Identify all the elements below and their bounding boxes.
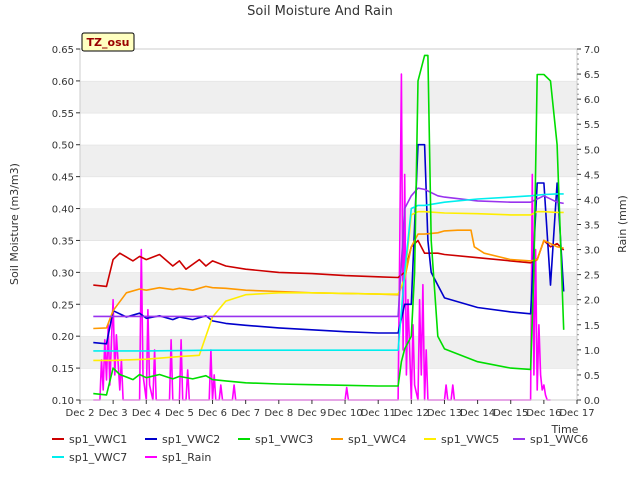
y-right-tick-label: 1.0 [584, 346, 600, 357]
grid-band [80, 368, 577, 400]
legend-label: sp1_VWC5 [441, 433, 499, 446]
legend-item: sp1_Rain [145, 451, 211, 464]
grid-band [80, 336, 577, 369]
y-left-tick-label: 0.15 [52, 364, 74, 375]
x-tick-label: Dec 7 [231, 408, 260, 419]
grid-band [80, 80, 577, 113]
y-right-tick-label: 1.5 [584, 321, 600, 332]
legend-label: sp1_VWC2 [162, 433, 220, 446]
x-tick-label: Dec 16 [526, 408, 561, 419]
x-tick-label: Dec 13 [427, 408, 462, 419]
right-axis: 0.0 0.5 1.0 1.5 2.0 2.5 3.0 3.5 4.0 4.5 5.0 5.5 6.0 6… [577, 45, 600, 407]
x-tick-label: Dec 2 [66, 408, 95, 419]
legend-label: sp1_Rain [162, 451, 211, 464]
grid-band [80, 176, 577, 209]
y-right-tick-label: 2.5 [584, 271, 600, 282]
legend: sp1_VWC1 sp1_VWC2 sp1_VWC3 sp1_VWC4 sp1_VWC5… [52, 433, 588, 464]
y-axis-right-label: Rain (mm) [616, 195, 629, 253]
left-axis: 0.10 0.15 0.20 0.25 0.30 0.35 0.40 0.45 0.50 0.55… [52, 45, 80, 407]
x-tick-label: Dec 14 [460, 408, 495, 419]
series-line-sp1-vwc5 [93, 210, 564, 362]
grid-band [80, 208, 577, 241]
y-right-tick-label: 2.0 [584, 296, 600, 307]
series-line-sp1-vwc3 [93, 54, 565, 396]
x-tick-label: Dec 6 [198, 408, 227, 419]
x-axis-label: Time [551, 423, 579, 436]
series-line-sp1-vwc1 [93, 239, 565, 288]
y-left-tick-label: 0.25 [52, 300, 74, 311]
y-right-tick-label: 6.5 [584, 70, 600, 81]
y-left-tick-label: 0.10 [52, 396, 74, 407]
station-badge: TZ_osu [81, 32, 135, 52]
y-left-tick-label: 0.60 [52, 77, 74, 88]
legend-label: sp1_VWC6 [530, 433, 588, 446]
legend-item: sp1_VWC3 [238, 433, 313, 446]
legend-label: sp1_VWC1 [69, 433, 127, 446]
grid-band [80, 144, 577, 177]
chart-title: Soil Moisture And Rain [247, 4, 393, 19]
x-tick-label: Dec 15 [493, 408, 528, 419]
y-left-tick-label: 0.55 [52, 109, 74, 120]
grid-band [80, 49, 577, 81]
legend-item: sp1_VWC2 [145, 433, 220, 446]
x-tick-label: Dec 3 [99, 408, 128, 419]
series-line-sp1-vwc7 [93, 193, 564, 352]
x-tick-label: Dec 12 [394, 408, 429, 419]
y-left-tick-label: 0.35 [52, 236, 74, 247]
y-left-tick-label: 0.40 [52, 205, 74, 216]
legend-label: sp1_VWC4 [348, 433, 406, 446]
legend-label: sp1_VWC3 [255, 433, 313, 446]
y-right-tick-label: 4.5 [584, 170, 600, 181]
station-badge-label: TZ_osu [87, 36, 130, 49]
y-right-tick-label: 3.0 [584, 246, 600, 257]
y-left-tick-label: 0.45 [52, 173, 74, 184]
x-tick-label: Dec 10 [327, 408, 362, 419]
legend-item: sp1_VWC5 [424, 433, 499, 446]
y-right-tick-label: 6.0 [584, 95, 600, 106]
legend-item: sp1_VWC7 [52, 451, 127, 464]
y-left-tick-label: 0.50 [52, 141, 74, 152]
legend-item: sp1_VWC1 [52, 433, 127, 446]
y-axis-left-label: Soil Moisture (m3/m3) [8, 163, 21, 285]
y-right-tick-label: 5.0 [584, 145, 600, 156]
x-tick-label: Dec 11 [361, 408, 396, 419]
y-left-tick-label: 0.30 [52, 268, 74, 279]
y-left-tick-label: 0.65 [52, 45, 74, 56]
y-right-tick-label: 0.5 [584, 371, 600, 382]
y-right-tick-label: 7.0 [584, 45, 600, 56]
legend-label: sp1_VWC7 [69, 451, 127, 464]
grid-bands [80, 48, 577, 400]
x-tick-label: Dec 17 [559, 408, 594, 419]
x-tick-label: Dec 9 [297, 408, 326, 419]
x-tick-label: Dec 5 [165, 408, 194, 419]
y-right-tick-label: 4.0 [584, 195, 600, 206]
grid-band [80, 112, 577, 145]
y-right-tick-label: 5.5 [584, 120, 600, 131]
legend-item: sp1_VWC6 [513, 433, 588, 446]
legend-item: sp1_VWC4 [331, 433, 406, 446]
y-left-tick-label: 0.20 [52, 332, 74, 343]
y-right-tick-label: 3.5 [584, 221, 600, 232]
y-right-tick-label: 0.0 [584, 396, 600, 407]
x-axis: Dec 2 Dec 3 Dec 4 Dec 5 Dec 6 Dec 7 Dec 8 Dec 9… [66, 400, 595, 419]
x-tick-label: Dec 8 [264, 408, 293, 419]
x-tick-label: Dec 4 [132, 408, 161, 419]
series-line-sp1-vwc6 [93, 187, 564, 318]
